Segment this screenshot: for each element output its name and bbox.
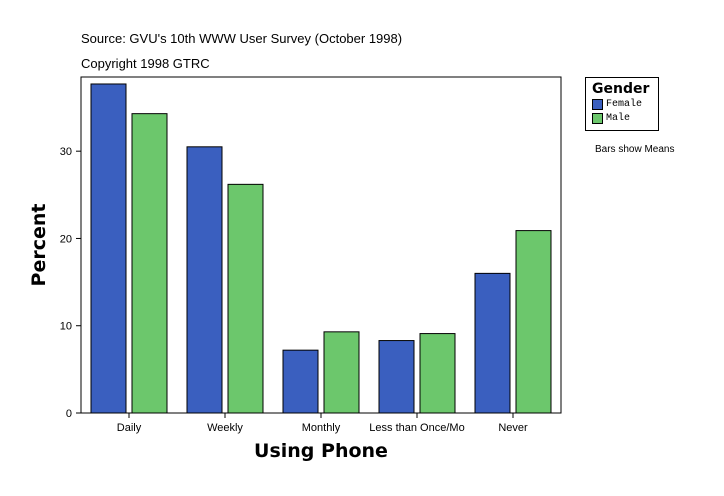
x-axis-label: Using Phone [254,440,388,462]
bar-male-4 [515,230,552,414]
bar-female-1 [186,146,223,414]
bars [90,83,552,414]
x-tick-label: Less than Once/Mo [369,422,464,434]
x-tick-label: Daily [117,422,142,434]
y-tick-label: 20 [60,233,72,245]
legend-title: Gender [592,81,650,97]
bar-male-1 [227,183,264,414]
bar-female-3 [378,340,415,414]
legend-label-female: Female [606,99,643,110]
y-axis-label: Percent [28,204,50,287]
legend-swatch-male [592,113,603,124]
bar-female-4 [474,272,511,414]
x-tick-label: Weekly [207,422,243,434]
x-axis: Daily Weekly Monthly Less than Once/Mo Never [117,413,528,434]
bar-female-0 [90,83,127,414]
bar-male-2 [323,331,360,414]
y-tick-label: 0 [66,408,72,420]
bars-note: Bars show Means [595,144,675,155]
chart-source: Source: GVU's 10th WWW User Survey (Octo… [81,31,403,46]
legend-label-male: Male [606,113,631,124]
legend-swatch-female [592,99,603,110]
legend-item-male: Male [592,113,630,124]
x-tick-label: Never [498,422,528,434]
bar-female-2 [282,349,319,414]
chart-copyright: Copyright 1998 GTRC [81,56,210,71]
bar-male-3 [419,333,456,414]
bar-male-0 [131,113,168,414]
y-axis: 0 10 20 30 [60,146,81,420]
legend: Gender Female Male [585,77,659,131]
y-tick-label: 10 [60,321,72,333]
y-tick-label: 30 [60,146,72,158]
legend-item-female: Female [592,99,642,110]
x-tick-label: Monthly [302,422,341,434]
